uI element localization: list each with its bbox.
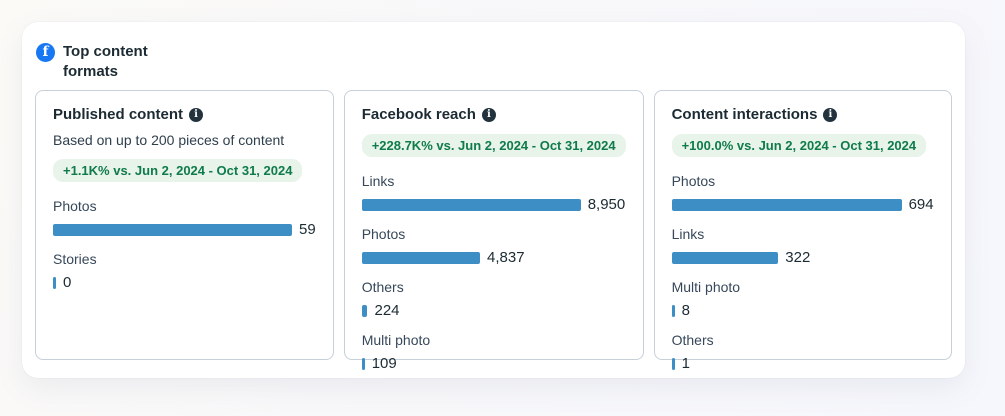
metric-value: 4,837 bbox=[487, 249, 525, 266]
info-icon[interactable]: i bbox=[481, 107, 496, 122]
metric-label: Links bbox=[671, 226, 705, 242]
bar bbox=[671, 304, 675, 317]
metric-row: Links 322 bbox=[671, 226, 934, 266]
card-published-content: Published content i Based on up to 200 p… bbox=[35, 90, 334, 360]
metric-label: Links bbox=[361, 173, 395, 189]
metric-row: Stories 0 bbox=[53, 251, 316, 291]
card-title: Facebook reach bbox=[361, 106, 476, 123]
comparison-badge: +1.1K% vs. Jun 2, 2024 - Oct 31, 2024 bbox=[53, 159, 303, 182]
bar bbox=[361, 304, 368, 317]
metric-value: 224 bbox=[374, 302, 400, 319]
bar bbox=[53, 223, 292, 236]
metric-label: Others bbox=[361, 279, 404, 295]
metric-row: Others 224 bbox=[361, 279, 626, 319]
card-facebook-reach: Facebook reach i +228.7K% vs. Jun 2, 202… bbox=[343, 90, 644, 372]
info-icon[interactable]: i bbox=[189, 107, 204, 122]
metric-value: 0 bbox=[63, 274, 72, 291]
bar bbox=[671, 251, 779, 264]
metric-row: Photos 4,837 bbox=[361, 226, 626, 266]
metric-row: Multi photo 109 bbox=[361, 332, 626, 372]
facebook-icon: f bbox=[36, 43, 55, 62]
top-content-formats-widget: f Top content formats Published content … bbox=[22, 22, 965, 378]
bar bbox=[671, 198, 902, 211]
metric-value: 59 bbox=[299, 221, 316, 238]
bar bbox=[671, 357, 675, 370]
metric-row: Photos 694 bbox=[671, 173, 934, 213]
metric-label: Photos bbox=[53, 198, 97, 214]
comparison-badge: +228.7K% vs. Jun 2, 2024 - Oct 31, 2024 bbox=[361, 134, 626, 157]
widget-header: f Top content formats bbox=[35, 42, 952, 82]
widget-title: Top content formats bbox=[63, 43, 148, 80]
metric-label: Photos bbox=[671, 173, 716, 189]
metric-value: 8 bbox=[681, 302, 690, 319]
metric-row: Multi photo 8 bbox=[671, 279, 934, 319]
metric-row: Others 1 bbox=[671, 332, 934, 372]
bar bbox=[53, 276, 56, 289]
metric-label: Multi photo bbox=[671, 279, 741, 295]
metric-label: Others bbox=[671, 332, 714, 348]
metric-value: 322 bbox=[785, 249, 811, 266]
card-content-interactions: Content interactions i +100.0% vs. Jun 2… bbox=[653, 90, 952, 372]
card-title: Published content bbox=[53, 106, 184, 123]
info-icon[interactable]: i bbox=[823, 107, 838, 122]
metric-label: Stories bbox=[53, 251, 97, 267]
card-subtitle: Based on up to 200 pieces of content bbox=[53, 132, 285, 148]
bar bbox=[361, 198, 581, 211]
metric-row: Photos 59 bbox=[53, 198, 316, 238]
metric-value: 1 bbox=[681, 355, 690, 372]
metric-label: Multi photo bbox=[361, 332, 431, 348]
cards-row: Published content i Based on up to 200 p… bbox=[35, 90, 952, 372]
metric-value: 109 bbox=[371, 355, 397, 372]
metric-value: 8,950 bbox=[587, 196, 626, 213]
card-title: Content interactions bbox=[671, 106, 818, 123]
metric-row: Links 8,950 bbox=[361, 173, 626, 213]
metric-value: 694 bbox=[908, 196, 934, 213]
bar bbox=[361, 251, 481, 264]
metric-label: Photos bbox=[361, 226, 406, 242]
comparison-badge: +100.0% vs. Jun 2, 2024 - Oct 31, 2024 bbox=[671, 134, 927, 157]
bar bbox=[361, 357, 365, 370]
